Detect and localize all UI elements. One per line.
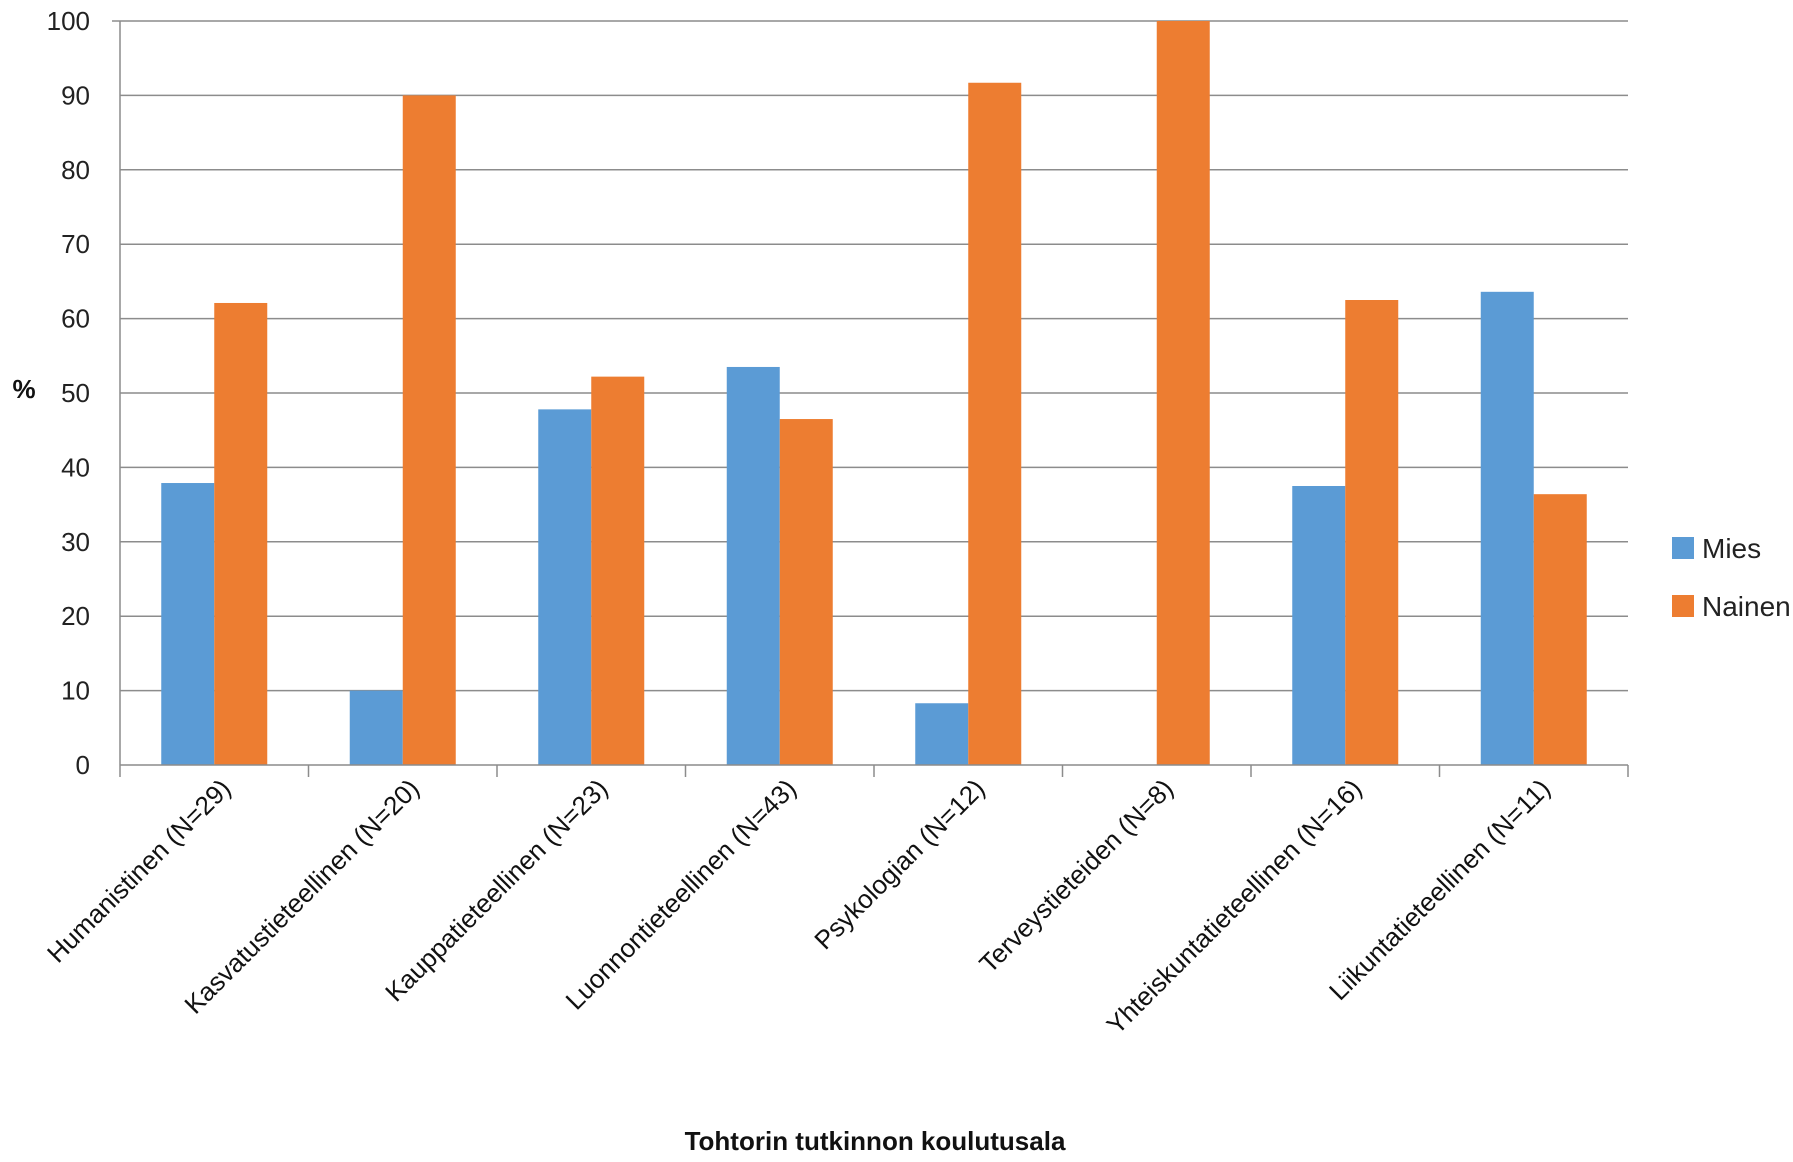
y-tick-label: 50 [61,378,90,408]
bars [161,21,1587,765]
bar-nainen-3 [779,419,833,765]
y-tick-label: 90 [61,80,90,110]
bar-mies-6 [1292,486,1346,765]
x-tick-label: Psykologian (N=12) [808,773,990,955]
bar-mies-7 [1480,291,1534,765]
y-tick-label: 60 [61,304,90,334]
legend-swatch-nainen [1672,595,1694,617]
bar-nainen-0 [214,302,268,765]
y-axis-title: % [12,374,35,404]
bar-nainen-1 [402,95,456,765]
bar-mies-0 [161,483,215,765]
bar-mies-4 [915,703,969,765]
x-tick-label: Humanistinen (N=29) [41,773,236,968]
x-axis-title: Tohtorin tutkinnon koulutusala [685,1126,1066,1156]
x-tick-label: Kauppatieteellinen (N=23) [379,773,613,1007]
y-tick-label: 0 [76,750,90,780]
y-tick-label: 40 [61,452,90,482]
bar-nainen-7 [1533,494,1587,765]
x-tick-labels: Humanistinen (N=29)Kasvatustieteellinen … [41,773,1556,1040]
bar-mies-3 [726,366,780,765]
bar-mies-1 [349,690,403,765]
x-tick-label: Liikuntatieteellinen (N=11) [1323,773,1556,1006]
legend-label-mies: Mies [1702,533,1761,564]
bar-nainen-5 [1156,21,1210,765]
y-tick-label: 20 [61,601,90,631]
y-tick-label: 80 [61,155,90,185]
legend-swatch-mies [1672,537,1694,559]
gridlines [120,20,1628,692]
legend-label-nainen: Nainen [1702,591,1791,622]
y-tick-labels: 0 10 20 30 40 50 60 70 80 90 100 [47,6,90,780]
y-tick-label: 100 [47,6,90,36]
y-tick-label: 70 [61,229,90,259]
bar-nainen-2 [591,376,645,765]
bar-mies-2 [538,409,592,765]
y-tick-label: 30 [61,527,90,557]
bar-nainen-4 [968,82,1022,765]
bar-nainen-6 [1345,300,1399,765]
y-tick-label: 10 [61,676,90,706]
x-tick-label: Terveystieteiden (N=8) [973,773,1179,979]
legend: Mies Nainen [1672,533,1791,622]
axes [112,20,1629,777]
